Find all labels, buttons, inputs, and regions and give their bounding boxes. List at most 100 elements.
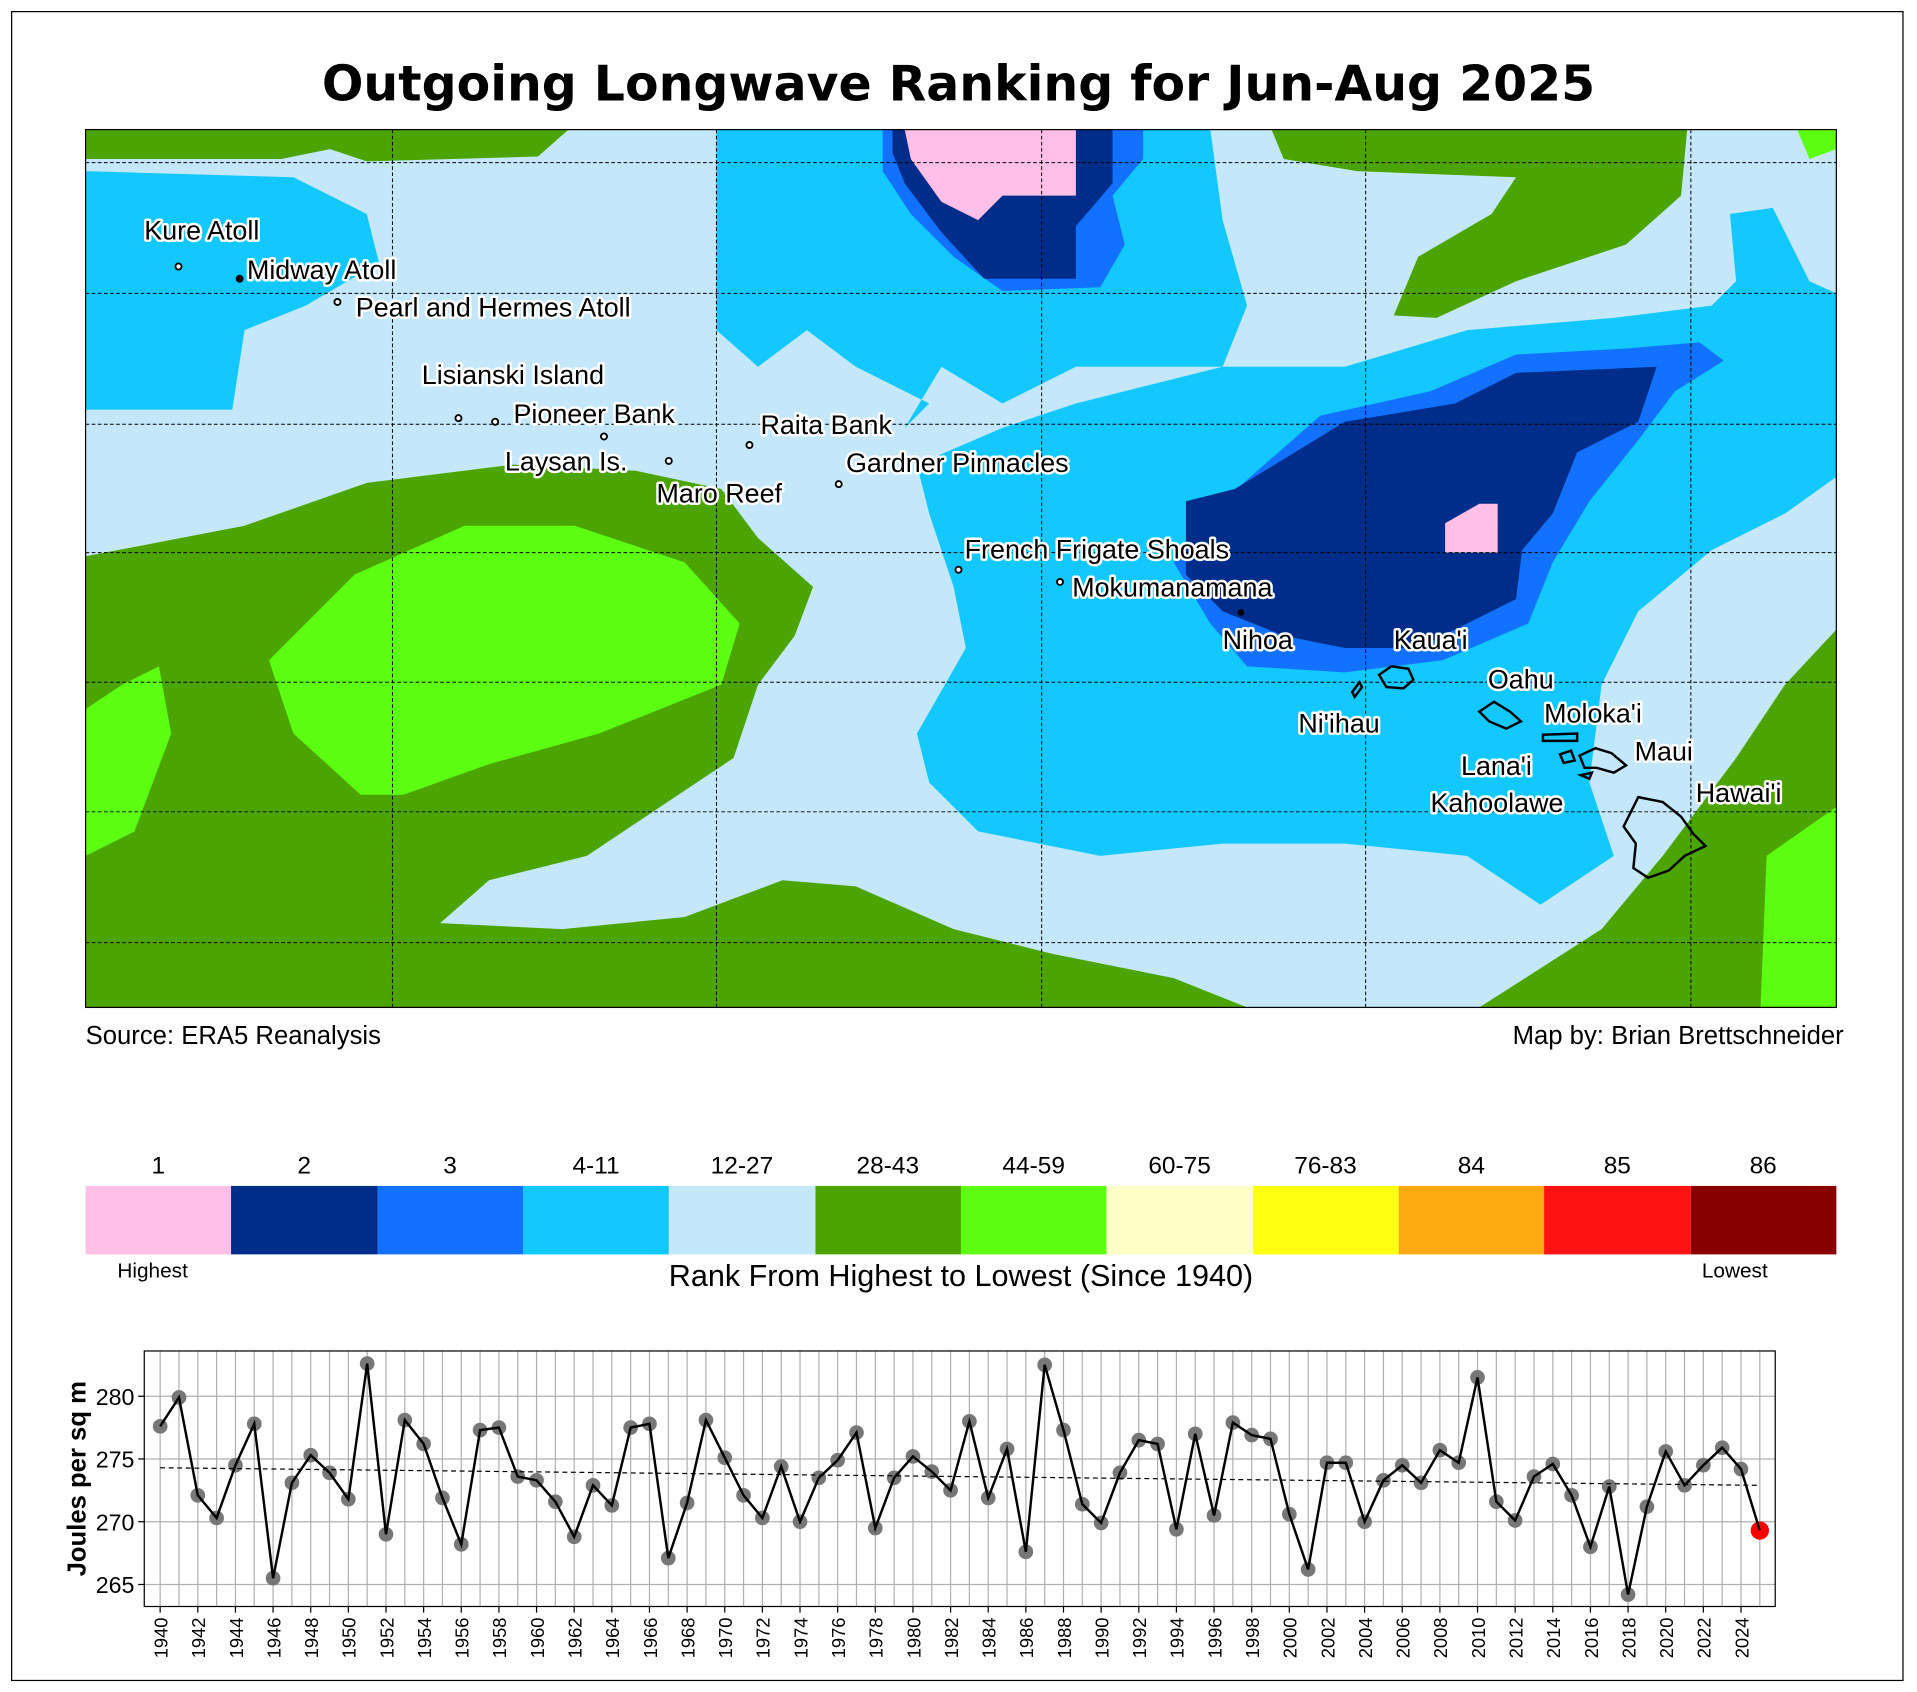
x-tick-label: 1954	[414, 1617, 435, 1658]
y-tick-label: 270	[96, 1509, 135, 1535]
colorbar-swatch-44-59	[960, 1185, 1108, 1255]
label-nihoa: Nihoa	[1223, 625, 1293, 655]
x-tick-label: 1942	[188, 1617, 209, 1658]
oahu-outline	[1477, 700, 1524, 731]
y-tick-label: 280	[96, 1384, 135, 1410]
hawaii-outline	[1622, 795, 1708, 880]
rank-map: Kure Atoll Midway Atoll Pearl and Hermes…	[84, 128, 1837, 1009]
label-hawaii: Hawai'i	[1696, 778, 1782, 808]
map-region-44-59	[1797, 129, 1837, 159]
colorbar-label: 2	[297, 1152, 312, 1180]
map-border	[84, 128, 1837, 1009]
colorbar-label: 12-27	[710, 1152, 774, 1180]
map-region-1	[1445, 503, 1498, 553]
x-tick-label: 2006	[1393, 1617, 1414, 1658]
colorbar-swatch-2	[231, 1185, 378, 1255]
colorbar-label: 3	[443, 1152, 457, 1180]
source-note: Source: ERA5 Reanalysis	[85, 1022, 381, 1051]
lanai-outline	[1558, 749, 1577, 765]
x-tick-label: 2024	[1731, 1617, 1752, 1658]
label-kure-atoll: Kure Atoll	[144, 216, 259, 246]
colorbar-label: 44-59	[1002, 1152, 1065, 1180]
x-tick-label: 1980	[903, 1617, 924, 1658]
y-axis-label: Joules per sq m	[64, 1381, 92, 1576]
colorbar-label: 86	[1749, 1152, 1777, 1180]
series-line	[159, 1363, 1761, 1595]
map-region-28-43	[1479, 629, 1837, 1008]
map-region-28-43	[1271, 129, 1688, 318]
colorbar-swatch-86	[1690, 1185, 1837, 1255]
label-maui: Maui	[1635, 736, 1693, 766]
label-lanai: Lana'i	[1461, 751, 1532, 781]
x-tick-label: 2012	[1505, 1617, 1526, 1658]
x-tick-label: 1982	[941, 1617, 962, 1658]
x-tick-label: 1960	[527, 1617, 548, 1658]
colorbar-label: 84	[1457, 1152, 1486, 1180]
colorbar-swatch-85	[1544, 1185, 1692, 1255]
x-tick-label: 1966	[640, 1617, 661, 1658]
x-tick-label: 1992	[1129, 1617, 1150, 1658]
x-tick-label: 1962	[565, 1617, 586, 1658]
colorbar-title: Rank From Highest to Lowest (Since 1940)	[668, 1259, 1254, 1294]
figure-border	[11, 11, 1904, 1682]
x-tick-label: 1988	[1054, 1617, 1075, 1658]
label-maro-reef: Maro Reef	[657, 478, 783, 508]
label-laysan: Laysan Is.	[505, 447, 628, 477]
x-tick-label: 1996	[1204, 1617, 1225, 1658]
x-tick-label: 1968	[677, 1617, 698, 1658]
colorbar-label: 28-43	[856, 1152, 920, 1180]
molokai-outline	[1541, 732, 1579, 743]
x-tick-label: 1948	[301, 1617, 322, 1658]
x-tick-label: 2002	[1317, 1617, 1338, 1658]
x-tick-label: 2010	[1468, 1617, 1489, 1658]
kauai-outline	[1377, 665, 1415, 690]
highlight-point	[1750, 1521, 1769, 1540]
label-midway-atoll: Midway Atoll	[247, 255, 396, 285]
x-tick-label: 2022	[1694, 1617, 1715, 1658]
colorbar-label: 4-11	[572, 1152, 620, 1180]
x-tick-label: 1972	[753, 1617, 774, 1658]
colorbar-swatch-28-43	[815, 1185, 962, 1255]
colorbar-swatch-3	[377, 1185, 524, 1255]
x-tick-label: 1958	[489, 1617, 510, 1658]
x-tick-label: 1950	[339, 1617, 360, 1658]
y-tick-label: 275	[96, 1447, 135, 1473]
x-tick-label: 2020	[1656, 1617, 1677, 1658]
map-region-2	[1185, 366, 1657, 648]
graticule	[85, 129, 1837, 1008]
colorbar-swatch-76-83	[1252, 1185, 1400, 1255]
x-tick-label: 2018	[1618, 1617, 1639, 1658]
island-outlines	[1350, 665, 1708, 880]
label-lisianski-island: Lisianski Island	[422, 360, 604, 390]
x-tick-label: 2004	[1355, 1617, 1376, 1658]
label-pioneer-bank: Pioneer Bank	[513, 399, 675, 429]
colorbar-swatch-84	[1398, 1185, 1546, 1255]
x-tick-label: 1986	[1016, 1617, 1037, 1658]
trend-line	[160, 1467, 1760, 1486]
kahoolawe-outline	[1576, 770, 1594, 781]
map-region-44-59	[268, 525, 740, 795]
colorbar-swatch-4-11	[523, 1185, 670, 1255]
label-molokai: Moloka'i	[1544, 699, 1642, 729]
x-tick-label: 1978	[866, 1617, 887, 1658]
colorbar-highest-label: Highest	[117, 1259, 188, 1283]
x-tick-label: 1952	[376, 1617, 397, 1658]
x-tick-label: 1946	[263, 1617, 284, 1658]
niihau-outline	[1350, 679, 1364, 700]
colorbar-lowest-label: Lowest	[1701, 1259, 1768, 1283]
label-french-frigate-shoals: French Frigate Shoals	[965, 535, 1229, 565]
x-tick-label: 1970	[715, 1617, 736, 1658]
x-tick-label: 1994	[1167, 1617, 1188, 1658]
plot-border	[143, 1350, 1776, 1608]
x-tick-label: 1974	[790, 1617, 811, 1658]
colorbar-label: 60-75	[1148, 1152, 1211, 1180]
x-tick-label: 1984	[979, 1617, 1000, 1658]
map-region-28-43	[85, 129, 569, 162]
label-gardner-pinnacles: Gardner Pinnacles	[846, 448, 1069, 478]
colorbar-swatch-12-27	[669, 1185, 816, 1255]
label-kauai: Kaua'i	[1394, 625, 1468, 655]
label-niihau: Ni'ihau	[1298, 708, 1379, 738]
map-region-44-59	[1760, 806, 1837, 1008]
x-tick-label: 1976	[828, 1617, 849, 1658]
